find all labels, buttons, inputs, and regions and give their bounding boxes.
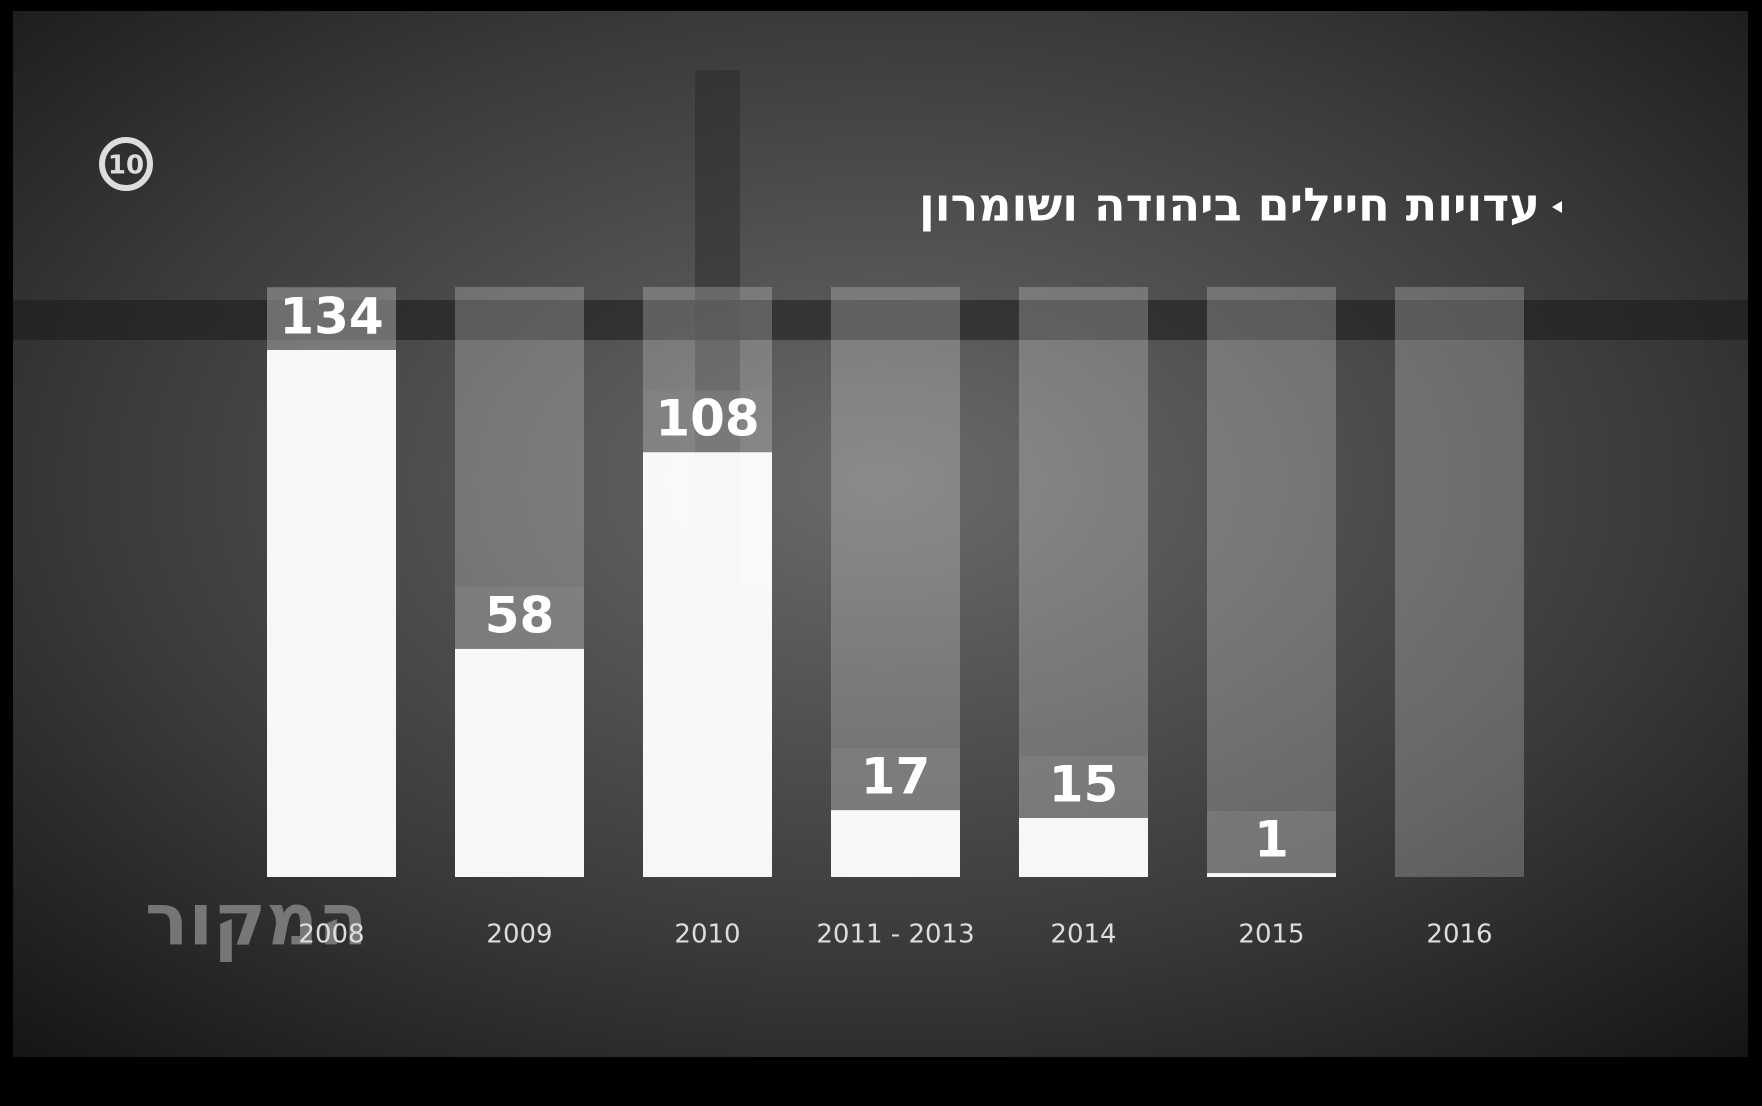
bar-track xyxy=(1395,287,1524,877)
bar xyxy=(831,810,960,877)
chart: 10 המקור עדויות חיילים ביהודה ושומרון 13… xyxy=(0,0,1762,1106)
x-tick-label: 2014 xyxy=(1050,920,1116,950)
bar-track xyxy=(1207,287,1336,877)
value-label: 17 xyxy=(861,748,931,806)
value-label: 1 xyxy=(1254,811,1289,869)
value-label: 134 xyxy=(279,287,383,345)
bar xyxy=(455,649,584,877)
x-tick-label: 2011 - 2013 xyxy=(816,920,974,950)
value-label: 15 xyxy=(1049,756,1119,814)
x-tick-label: 2010 xyxy=(674,920,740,950)
bar xyxy=(1207,873,1336,877)
chart-title: עדויות חיילים ביהודה ושומרון xyxy=(919,178,1540,232)
bar xyxy=(267,350,396,877)
value-label: 58 xyxy=(485,586,555,644)
value-label: 108 xyxy=(655,390,759,448)
channel-logo: 10 xyxy=(108,151,144,181)
x-tick-label: 2009 xyxy=(486,920,552,950)
x-tick-label: 2015 xyxy=(1238,920,1304,950)
bar xyxy=(643,452,772,877)
x-tick-label: 2016 xyxy=(1426,920,1492,950)
bar xyxy=(1019,818,1148,877)
x-tick-label: 2008 xyxy=(298,920,364,950)
